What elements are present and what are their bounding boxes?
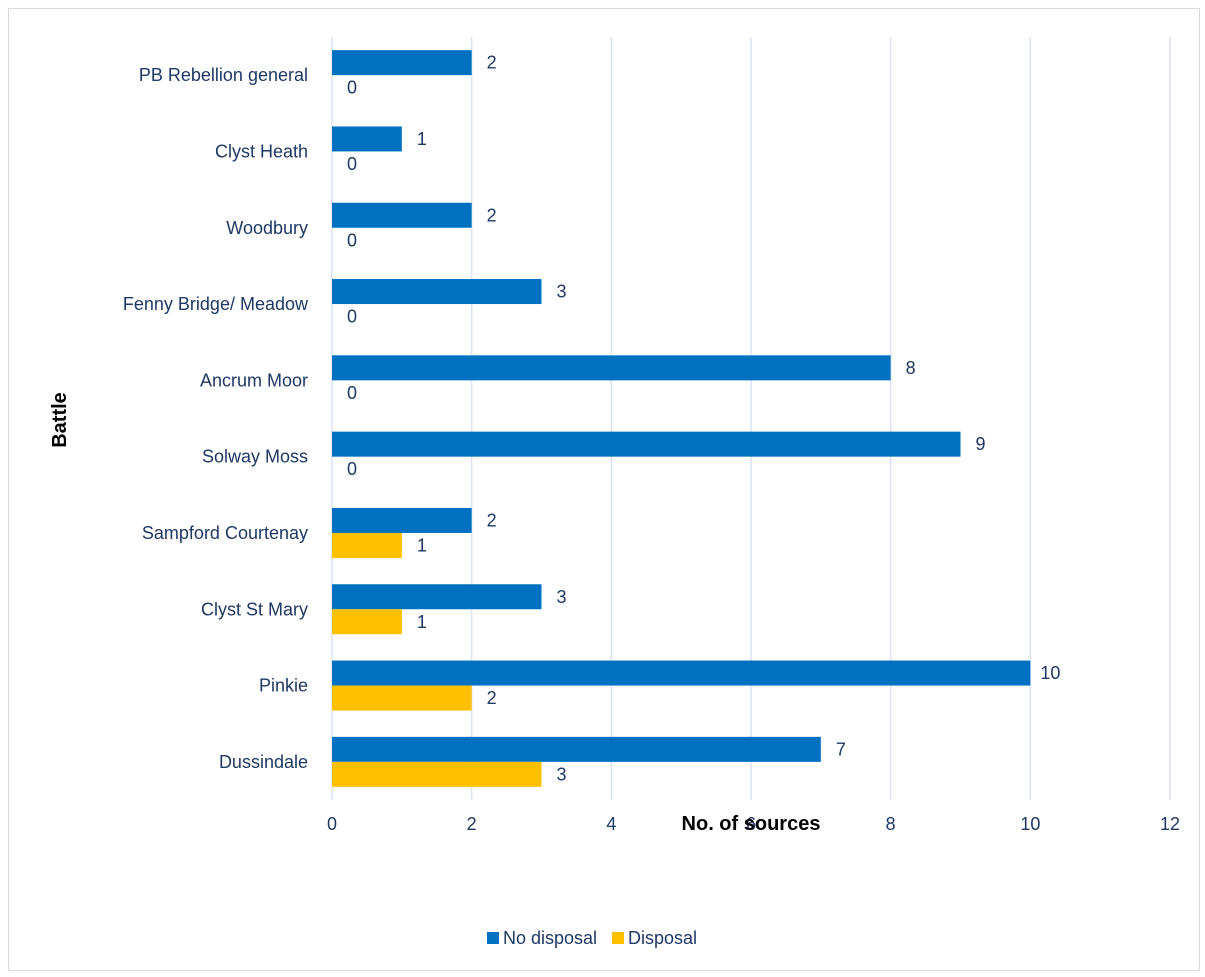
category-label: Clyst St Mary — [201, 599, 308, 619]
x-tick-label: 2 — [467, 814, 477, 834]
bar-disposal — [332, 761, 542, 787]
category-label: Clyst Heath — [215, 141, 308, 161]
bar-disposal — [332, 685, 472, 711]
data-label: 3 — [556, 764, 566, 784]
bar-no-disposal — [332, 660, 1031, 686]
legend-swatch-disposal — [612, 932, 624, 944]
bars — [332, 50, 1031, 787]
x-tick-label: 12 — [1160, 814, 1180, 834]
x-tick-label: 0 — [327, 814, 337, 834]
legend: No disposal Disposal — [487, 928, 697, 948]
y-axis-title: Battle — [49, 392, 71, 448]
data-label: 7 — [836, 739, 846, 759]
data-label: 1 — [417, 612, 427, 632]
category-label: Woodbury — [226, 218, 308, 238]
data-label: 8 — [906, 358, 916, 378]
data-label: 10 — [1040, 663, 1060, 683]
data-label: 0 — [347, 154, 357, 174]
chart-frame — [8, 8, 1200, 971]
bar-no-disposal — [332, 50, 472, 76]
data-label: 0 — [347, 78, 357, 98]
data-label: 0 — [347, 307, 357, 327]
legend-label: No disposal — [503, 928, 597, 948]
data-label: 3 — [556, 587, 566, 607]
category-label: Sampford Courtenay — [142, 523, 308, 543]
data-label: 0 — [347, 383, 357, 403]
bar-no-disposal — [332, 279, 542, 305]
x-tick-label: 10 — [1020, 814, 1040, 834]
x-axis-title: No. of sources — [682, 813, 821, 835]
category-label: Pinkie — [259, 676, 308, 696]
category-label: Solway Moss — [202, 447, 308, 467]
data-label: 0 — [347, 230, 357, 250]
data-label: 2 — [487, 205, 497, 225]
bar-no-disposal — [332, 584, 542, 610]
x-tick-label: 4 — [606, 814, 616, 834]
bar-no-disposal — [332, 736, 821, 762]
category-label: Ancrum Moor — [200, 370, 308, 390]
category-labels: PB Rebellion general Clyst Heath Woodbury F… — [123, 65, 309, 772]
bar-no-disposal — [332, 507, 472, 533]
data-label: 2 — [487, 688, 497, 708]
data-label: 1 — [417, 129, 427, 149]
bar-disposal — [332, 609, 402, 635]
legend-swatch-no-disposal — [487, 932, 499, 944]
data-label: 9 — [975, 434, 985, 454]
category-label: Dussindale — [219, 752, 308, 772]
data-label: 2 — [487, 53, 497, 73]
bar-no-disposal — [332, 202, 472, 228]
x-tick-label: 8 — [886, 814, 896, 834]
category-label: Fenny Bridge/ Meadow — [123, 294, 309, 314]
x-tick-labels: 0 2 4 6 8 10 12 — [327, 814, 1180, 834]
bar-no-disposal — [332, 355, 891, 381]
data-label: 2 — [487, 510, 497, 530]
x-tick-label: 6 — [746, 814, 756, 834]
data-label: 3 — [556, 282, 566, 302]
data-label: 0 — [347, 459, 357, 479]
bar-no-disposal — [332, 431, 961, 457]
legend-label: Disposal — [628, 928, 697, 948]
data-label: 1 — [417, 535, 427, 555]
bar-disposal — [332, 532, 402, 558]
category-label: PB Rebellion general — [139, 65, 308, 85]
bar-no-disposal — [332, 126, 402, 152]
